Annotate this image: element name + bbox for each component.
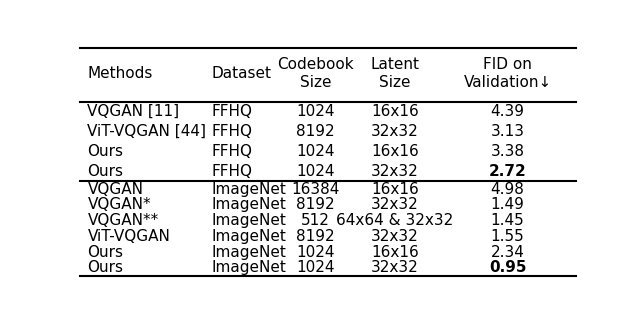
Text: Ours: Ours bbox=[88, 260, 124, 275]
Text: Ours: Ours bbox=[88, 164, 124, 179]
Text: FFHQ: FFHQ bbox=[211, 124, 252, 139]
Text: Methods: Methods bbox=[88, 66, 153, 81]
Text: 32x32: 32x32 bbox=[371, 124, 419, 139]
Text: 1.55: 1.55 bbox=[491, 229, 524, 244]
Text: FFHQ: FFHQ bbox=[211, 164, 252, 179]
Text: 64x64 & 32x32: 64x64 & 32x32 bbox=[337, 213, 454, 228]
Text: VQGAN**: VQGAN** bbox=[88, 213, 159, 228]
Text: FFHQ: FFHQ bbox=[211, 144, 252, 159]
Text: Latent
Size: Latent Size bbox=[371, 58, 419, 90]
Text: 16x16: 16x16 bbox=[371, 245, 419, 259]
Text: Ours: Ours bbox=[88, 144, 124, 159]
Text: ImageNet: ImageNet bbox=[211, 229, 286, 244]
Text: 512: 512 bbox=[301, 213, 330, 228]
Text: VQGAN: VQGAN bbox=[88, 182, 143, 197]
Text: 1024: 1024 bbox=[296, 260, 335, 275]
Text: 32x32: 32x32 bbox=[371, 229, 419, 244]
Text: ImageNet: ImageNet bbox=[211, 245, 286, 259]
Text: ImageNet: ImageNet bbox=[211, 260, 286, 275]
Text: 8192: 8192 bbox=[296, 124, 335, 139]
Text: ImageNet: ImageNet bbox=[211, 197, 286, 212]
Text: 4.98: 4.98 bbox=[491, 182, 525, 197]
Text: 3.38: 3.38 bbox=[490, 144, 525, 159]
Text: 0.95: 0.95 bbox=[489, 260, 526, 275]
Text: 16x16: 16x16 bbox=[371, 104, 419, 119]
Text: 1024: 1024 bbox=[296, 104, 335, 119]
Text: 8192: 8192 bbox=[296, 229, 335, 244]
Text: 32x32: 32x32 bbox=[371, 197, 419, 212]
Text: 2.72: 2.72 bbox=[489, 164, 527, 179]
Text: ImageNet: ImageNet bbox=[211, 182, 286, 197]
Text: 2.34: 2.34 bbox=[491, 245, 525, 259]
Text: ViT-VQGAN: ViT-VQGAN bbox=[88, 229, 170, 244]
Text: 1024: 1024 bbox=[296, 164, 335, 179]
Text: 4.39: 4.39 bbox=[490, 104, 525, 119]
Text: 1024: 1024 bbox=[296, 245, 335, 259]
Text: 32x32: 32x32 bbox=[371, 260, 419, 275]
Text: 16384: 16384 bbox=[291, 182, 340, 197]
Text: 16x16: 16x16 bbox=[371, 144, 419, 159]
Text: Dataset: Dataset bbox=[211, 66, 271, 81]
Text: Codebook
Size: Codebook Size bbox=[277, 58, 354, 90]
Text: 8192: 8192 bbox=[296, 197, 335, 212]
Text: 1.49: 1.49 bbox=[491, 197, 525, 212]
Text: ImageNet: ImageNet bbox=[211, 213, 286, 228]
Text: VQGAN [11]: VQGAN [11] bbox=[88, 104, 180, 119]
Text: FID on
Validation↓: FID on Validation↓ bbox=[463, 58, 552, 90]
Text: 1024: 1024 bbox=[296, 144, 335, 159]
Text: ViT-VQGAN [44]: ViT-VQGAN [44] bbox=[88, 124, 207, 139]
Text: 16x16: 16x16 bbox=[371, 182, 419, 197]
Text: VQGAN*: VQGAN* bbox=[88, 197, 151, 212]
Text: 1.45: 1.45 bbox=[491, 213, 524, 228]
Text: 32x32: 32x32 bbox=[371, 164, 419, 179]
Text: 3.13: 3.13 bbox=[490, 124, 525, 139]
Text: FFHQ: FFHQ bbox=[211, 104, 252, 119]
Text: Ours: Ours bbox=[88, 245, 124, 259]
